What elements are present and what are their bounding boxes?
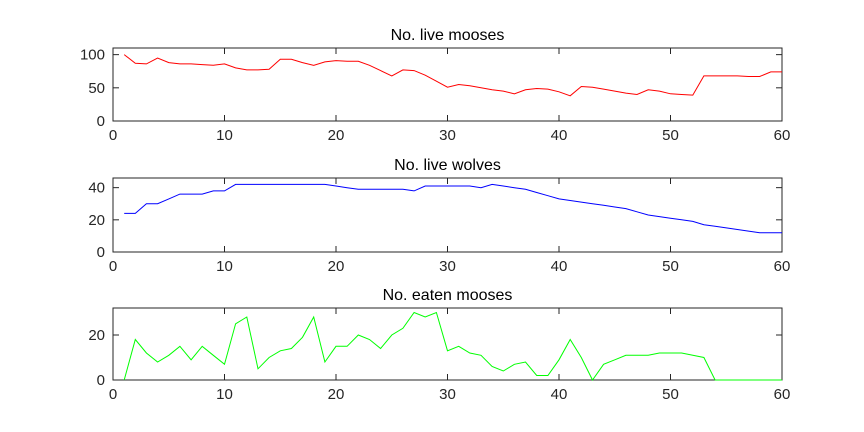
moose-eaten-x-tick-label: 20: [328, 386, 345, 403]
wolves-alive-x-tick-label: 40: [551, 258, 568, 275]
moose-alive-series-line: [123, 54, 782, 97]
wolves-alive-title: No. live wolves: [394, 157, 501, 174]
moose-eaten-x-tick-label: 40: [551, 386, 568, 403]
wolves-alive-x-tick-label: 60: [774, 258, 791, 275]
moose-alive-x-tick-label: 20: [328, 127, 345, 144]
moose-alive-y-tick-label: 100: [80, 47, 105, 64]
moose-eaten-axes: [112, 307, 783, 381]
moose-alive-y-tick-label: 0: [97, 113, 105, 130]
moose-eaten-series-line: [123, 311, 782, 381]
wolves-alive-panel: No. live wolves 0 10 20 30 40 50 60 0 20 40: [88, 157, 790, 275]
moose-alive-panel: No. live mooses 0 10 20 30 40 50 60 0 50 100: [80, 27, 790, 144]
moose-alive-x-tick-label: 30: [439, 127, 456, 144]
moose-alive-title: No. live mooses: [391, 27, 505, 44]
wolves-alive-axes: [112, 177, 783, 253]
moose-alive-x-tick-label: 50: [662, 127, 679, 144]
wolves-alive-y-tick-label: 20: [88, 212, 105, 229]
wolves-alive-x-tick-label: 30: [439, 258, 456, 275]
wolves-alive-y-tick-label: 40: [88, 180, 105, 197]
moose-alive-x-tick-label: 40: [551, 127, 568, 144]
moose-alive-axes: [112, 47, 783, 122]
wolves-alive-series-line: [124, 183, 782, 234]
wolves-alive-x-tick-label: 50: [662, 258, 679, 275]
moose-eaten-y-tick-label: 20: [88, 327, 105, 344]
moose-eaten-x-tick-label: 50: [662, 386, 679, 403]
wolves-alive-x-tick-label: 10: [216, 258, 233, 275]
moose-alive-x-tick-label: 10: [216, 127, 233, 144]
moose-alive-x-tick-label: 0: [109, 127, 117, 144]
moose-eaten-x-tick-label: 10: [216, 386, 233, 403]
moose-alive-y-tick-label: 50: [88, 80, 105, 97]
moose-eaten-x-tick-label: 0: [109, 386, 117, 403]
moose-eaten-x-tick-label: 60: [774, 386, 791, 403]
wolves-alive-y-tick-label: 0: [97, 244, 105, 261]
moose-eaten-title: No. eaten mooses: [383, 287, 513, 304]
moose-eaten-panel: No. eaten mooses 0 10 20 30 40 50 60 0 20: [88, 287, 790, 403]
moose-eaten-x-tick-label: 30: [439, 386, 456, 403]
moose-alive-x-tick-label: 60: [774, 127, 791, 144]
wolves-alive-x-tick-label: 0: [109, 258, 117, 275]
wolves-alive-x-tick-label: 20: [328, 258, 345, 275]
moose-eaten-y-tick-label: 0: [97, 372, 105, 389]
